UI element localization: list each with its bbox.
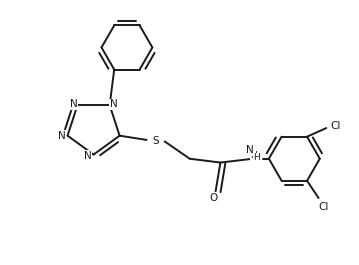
Text: N: N bbox=[58, 131, 66, 141]
Text: N: N bbox=[109, 99, 117, 109]
Text: H: H bbox=[251, 151, 257, 160]
Text: N: N bbox=[84, 151, 92, 161]
Text: Cl: Cl bbox=[318, 202, 328, 212]
Text: N: N bbox=[245, 145, 253, 155]
Text: O: O bbox=[210, 193, 218, 203]
Text: N: N bbox=[70, 99, 78, 109]
Text: N: N bbox=[246, 145, 254, 155]
Text: Cl: Cl bbox=[331, 121, 341, 131]
Text: H: H bbox=[253, 153, 260, 162]
Text: S: S bbox=[153, 136, 159, 147]
